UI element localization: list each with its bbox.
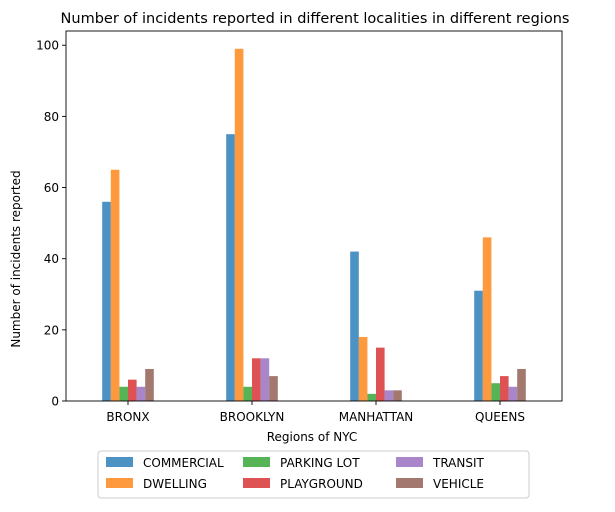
bar-playground-queens xyxy=(500,376,509,401)
x-tick-label: MANHATTAN xyxy=(339,410,414,424)
bar-commercial-manhattan xyxy=(350,251,359,401)
bar-dwelling-bronx xyxy=(110,169,120,401)
bar-playground-bronx xyxy=(128,379,137,401)
x-tick-label: QUEENS xyxy=(475,410,525,424)
legend-label: PLAYGROUND xyxy=(280,477,363,491)
legend-swatch xyxy=(396,457,423,467)
bar-commercial-queens xyxy=(474,290,483,401)
y-tick-label: 20 xyxy=(44,323,59,337)
bar-parking-lot-queens xyxy=(491,383,500,401)
bar-commercial-bronx xyxy=(102,201,111,401)
legend-label: VEHICLE xyxy=(433,477,484,491)
bar-transit-manhattan xyxy=(384,390,394,401)
y-axis-label: Number of incidents reported xyxy=(9,170,23,347)
legend-swatch xyxy=(396,478,423,488)
y-tick-label: 60 xyxy=(44,181,59,195)
bar-parking-lot-bronx xyxy=(119,386,128,401)
bar-transit-bronx xyxy=(136,386,146,401)
legend-swatch xyxy=(243,457,270,467)
x-tick-label: BROOKLYN xyxy=(220,410,285,424)
bar-vehicle-manhattan xyxy=(393,390,402,401)
bar-dwelling-queens xyxy=(482,237,492,401)
legend-swatch xyxy=(106,478,133,488)
y-tick-label: 0 xyxy=(51,395,59,409)
bar-commercial-brooklyn xyxy=(226,134,235,402)
legend: COMMERCIAL DWELLING PARKING LOT PLAYGROUND T… xyxy=(97,450,530,499)
legend-label: DWELLING xyxy=(143,477,207,491)
chart-title: Number of incidents reported in differen… xyxy=(61,11,570,27)
x-tick-label: BRONX xyxy=(106,410,149,424)
x-axis-label: Regions of NYC xyxy=(267,430,358,444)
legend-label: PARKING LOT xyxy=(280,456,360,470)
y-tick-label: 100 xyxy=(36,39,59,53)
y-tick-label: 40 xyxy=(44,252,59,266)
y-tick-label: 80 xyxy=(44,110,59,124)
legend-swatch xyxy=(106,457,133,467)
axes-layer: 0 20 40 60 80 100 BRONX BROOKLYN MANHATTAN QUEENS xyxy=(36,30,563,424)
legend-label: COMMERCIAL xyxy=(143,456,224,470)
bar-dwelling-brooklyn xyxy=(234,48,244,401)
bar-parking-lot-brooklyn xyxy=(243,386,252,401)
bar-parking-lot-manhattan xyxy=(367,393,376,401)
bar-dwelling-manhattan xyxy=(358,336,368,401)
bar-transit-queens xyxy=(508,386,518,401)
axes-frame xyxy=(65,30,563,402)
bar-playground-manhattan xyxy=(376,347,385,401)
legend-swatch xyxy=(243,478,270,488)
bar-playground-brooklyn xyxy=(252,358,261,401)
bars-layer xyxy=(102,48,526,402)
bar-transit-brooklyn xyxy=(260,358,270,401)
bar-vehicle-bronx xyxy=(145,368,154,401)
bar-vehicle-queens xyxy=(517,368,526,401)
bar-vehicle-brooklyn xyxy=(269,376,278,401)
legend-label: TRANSIT xyxy=(432,456,485,470)
